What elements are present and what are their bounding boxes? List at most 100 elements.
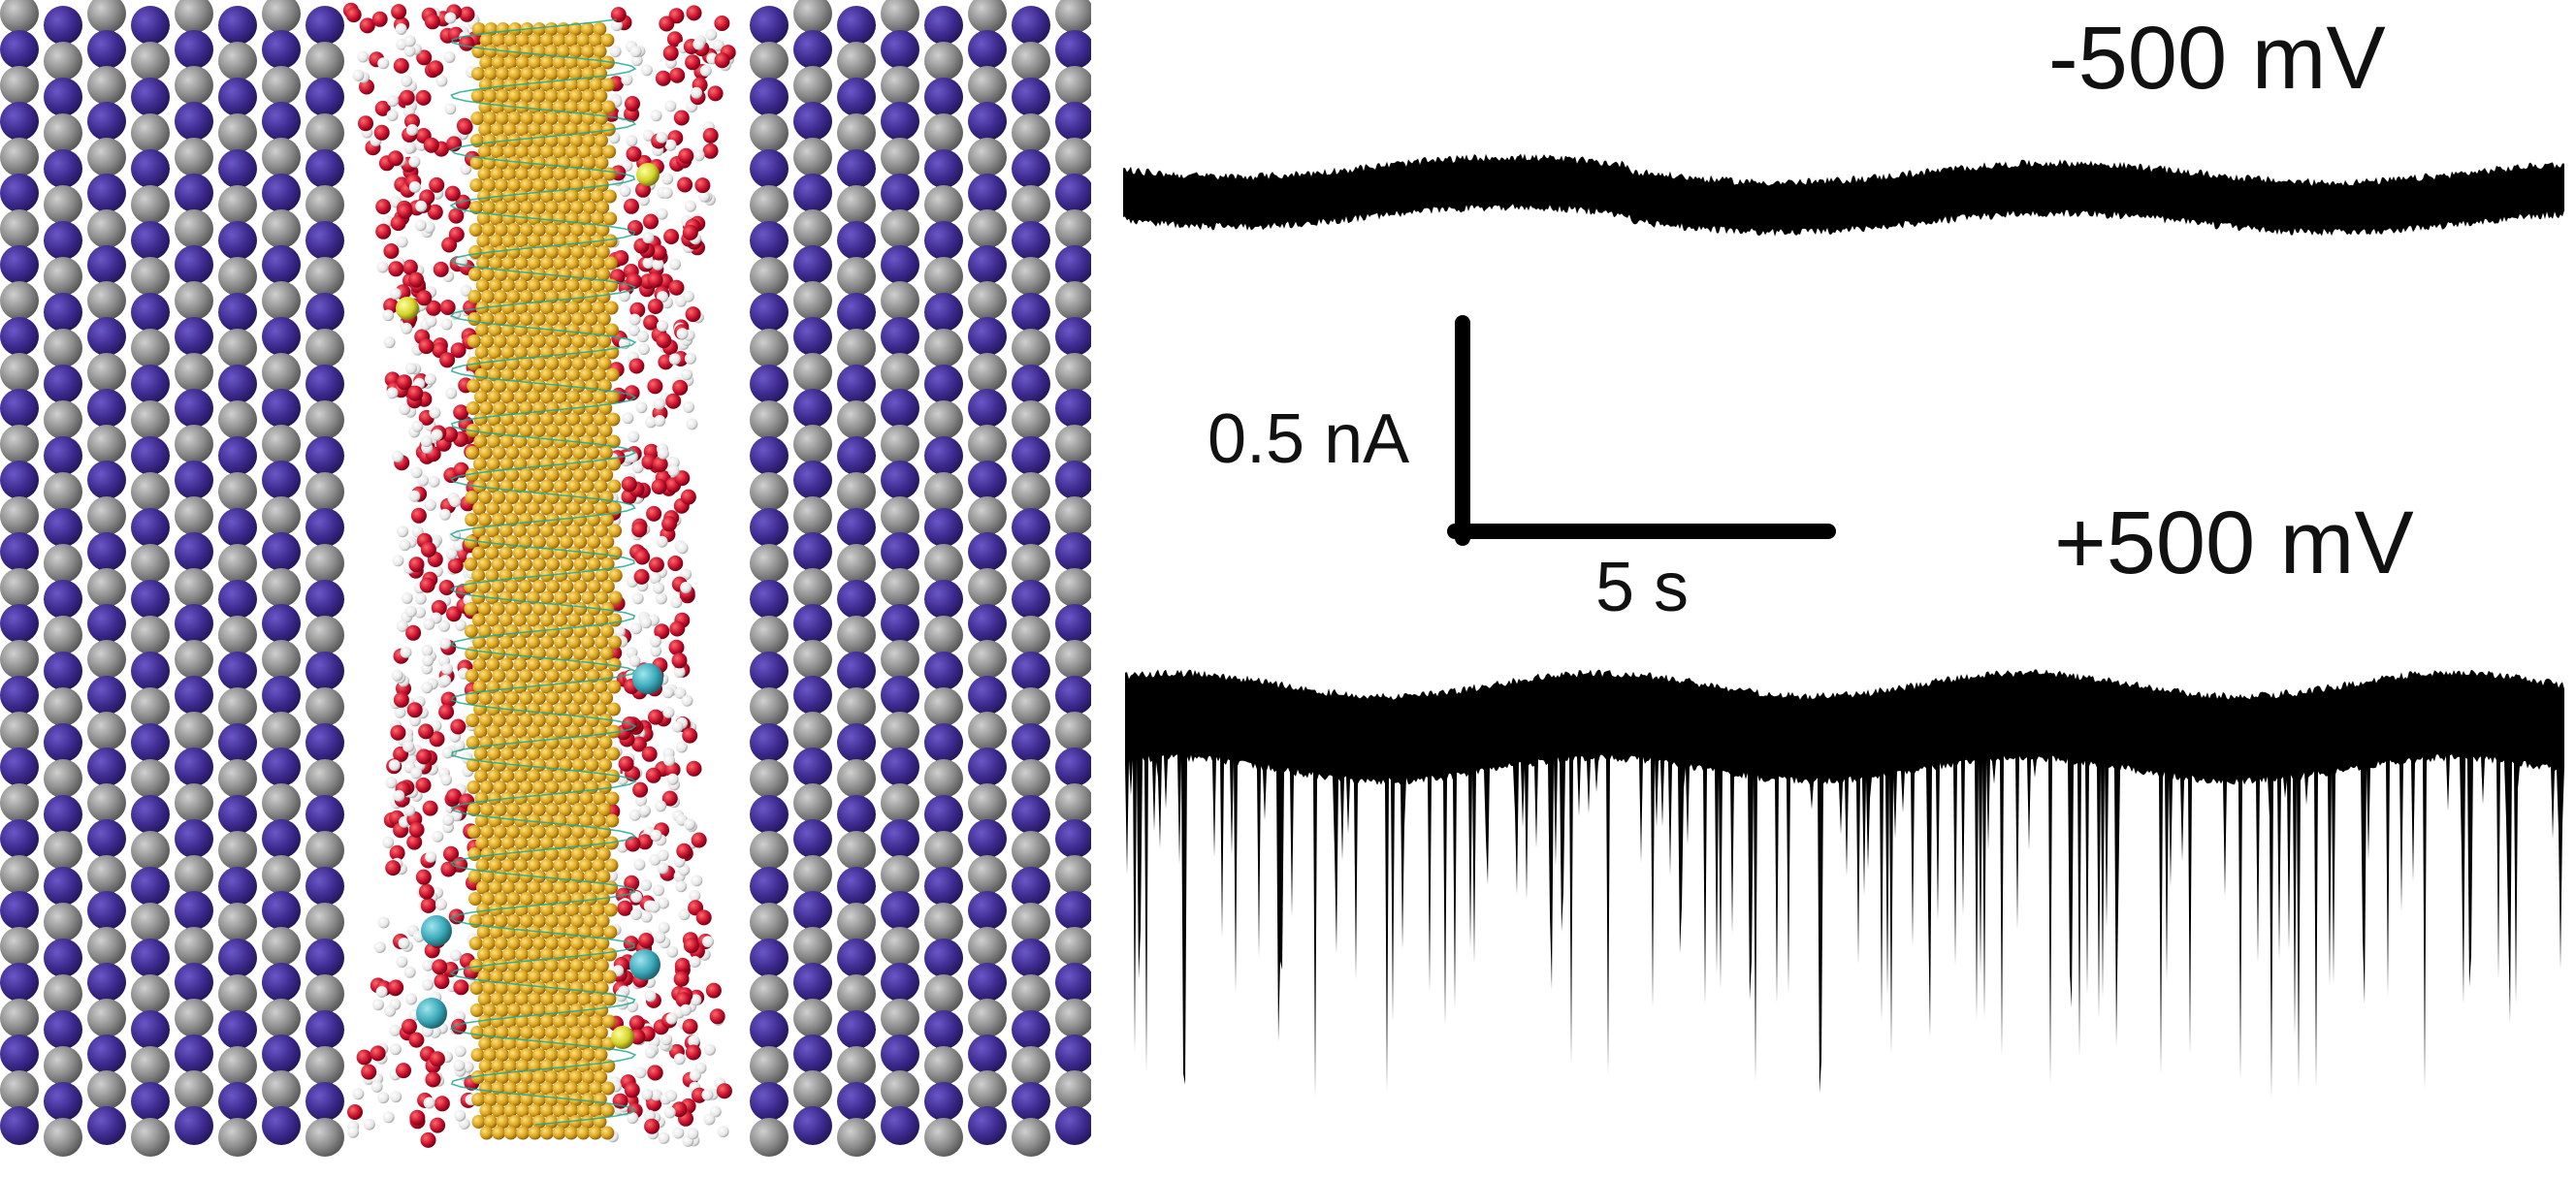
wall-atom [837, 1046, 876, 1085]
core-atom [600, 602, 615, 616]
wall-atom [87, 425, 126, 463]
core-atom [583, 937, 597, 950]
core-atom [586, 468, 600, 482]
core-atom [476, 947, 491, 962]
core-atom [577, 1014, 592, 1029]
core-atom [545, 669, 560, 683]
wall-atom [924, 903, 963, 941]
wall-atom [131, 544, 170, 583]
oxygen-atom [680, 489, 696, 505]
wall-atom [262, 819, 301, 858]
hydrogen-atom [382, 836, 395, 848]
wall-atom [306, 687, 344, 726]
core-atom [483, 67, 498, 80]
core-atom [591, 256, 605, 271]
wall-atom [131, 113, 170, 152]
core-atom [520, 178, 534, 192]
wall-atom [262, 389, 301, 428]
wall-atom [750, 939, 789, 977]
core-atom [558, 803, 572, 816]
core-atom [554, 524, 567, 538]
core-atom [482, 1003, 497, 1017]
hydrogen-atom [655, 800, 667, 812]
hydrogen-atom [425, 315, 437, 328]
wall-atom [881, 676, 919, 715]
core-atom [493, 780, 507, 794]
oxygen-atom [668, 639, 685, 655]
hydrogen-atom [689, 889, 701, 902]
wall-atom [1012, 795, 1050, 834]
wall-atom [131, 78, 170, 116]
core-atom [475, 836, 490, 850]
core-atom [493, 334, 507, 348]
core-atom [581, 590, 596, 605]
core-atom [540, 457, 554, 471]
core-atom [553, 724, 567, 739]
core-atom [540, 412, 554, 427]
hydrogen-atom [692, 149, 705, 162]
wall-atom [175, 819, 213, 858]
wall-atom [131, 6, 170, 45]
wall-atom [750, 293, 789, 332]
wall-atom [0, 281, 39, 320]
core-atom [507, 111, 522, 125]
core-atom [559, 424, 573, 437]
core-atom [569, 156, 584, 170]
wall-atom [218, 974, 257, 1013]
core-atom [546, 535, 561, 549]
hydrogen-atom [650, 645, 662, 657]
core-atom [467, 290, 482, 303]
core-atom [520, 89, 534, 103]
wall-atom [218, 687, 257, 726]
core-atom [540, 278, 554, 293]
hydrogen-atom [432, 830, 444, 843]
core-atom [571, 312, 586, 326]
wall-atom [175, 783, 213, 822]
core-atom [468, 892, 482, 906]
wall-atom [262, 712, 301, 750]
wall-atom [0, 568, 39, 607]
oxygen-atom [678, 147, 694, 164]
hydrogen-atom [376, 261, 389, 273]
hydrogen-atom [428, 475, 440, 488]
wall-atom [131, 1118, 170, 1157]
wall-atom [837, 831, 876, 870]
core-atom [608, 546, 623, 560]
core-atom [502, 970, 517, 984]
wall-atom [0, 748, 39, 786]
core-atom [494, 937, 508, 950]
wall-atom [1055, 353, 1091, 392]
core-atom [532, 89, 546, 103]
core-atom [540, 1103, 554, 1118]
wall-atom [750, 185, 789, 224]
oxygen-atom [655, 70, 671, 86]
hydrogen-atom [657, 897, 669, 909]
wall-atom [837, 652, 876, 690]
wall-atom [306, 652, 344, 690]
hydrogen-atom [665, 1012, 678, 1025]
core-atom [592, 813, 606, 828]
hydrogen-atom [656, 207, 668, 220]
core-atom [599, 691, 614, 705]
core-atom [576, 78, 591, 92]
core-atom [553, 412, 567, 427]
core-atom [592, 858, 606, 873]
wall-atom [924, 580, 963, 619]
core-atom [564, 100, 579, 114]
core-atom [479, 780, 494, 794]
core-atom [583, 914, 597, 928]
core-atom [600, 624, 615, 638]
core-atom [590, 189, 604, 204]
core-atom [545, 468, 560, 482]
wall-atom [968, 1035, 1007, 1073]
oxygen-atom [459, 35, 475, 51]
wall-atom [1055, 1106, 1091, 1145]
wall-atom [750, 1046, 789, 1085]
hydrogen-atom [689, 956, 701, 968]
core-atom [544, 89, 559, 103]
wall-atom [881, 209, 919, 248]
wall-atom [924, 652, 963, 690]
core-atom [582, 178, 596, 192]
hydrogen-atom [657, 291, 669, 303]
core-atom [466, 714, 480, 727]
